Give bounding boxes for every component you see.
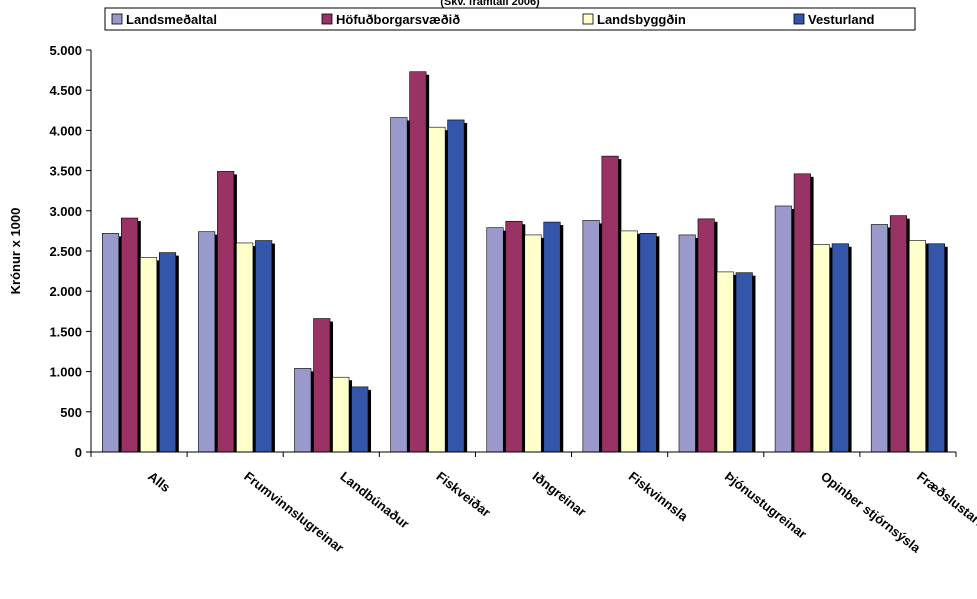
bar: [140, 257, 158, 453]
y-tick-label: 2.000: [49, 284, 82, 299]
legend: Landsmeðaltal Höfuðborgarsvæðið Landsbyggð…: [104, 7, 916, 31]
bar: [486, 227, 504, 453]
y-tick-label: 0: [75, 445, 82, 460]
bar: [927, 243, 945, 453]
bar: [217, 171, 235, 453]
x-category-label: Opinber stjórnsýsla: [818, 469, 924, 556]
bar: [812, 244, 830, 453]
x-category-label: Fræðslustarfsemi: [914, 469, 977, 548]
y-tick-label: 3.500: [49, 164, 82, 179]
x-category-label: Fiskveiðar: [434, 469, 494, 520]
legend-entry: Landsmeðaltal: [126, 12, 217, 27]
bar: [505, 220, 523, 453]
x-category-label: Fiskvinnsla: [626, 469, 692, 525]
chart-subtitle: (Skv. framtali 2006): [440, 0, 540, 8]
bar: [332, 376, 350, 453]
y-tick-label: 1.500: [49, 324, 82, 339]
bar: [121, 217, 139, 453]
legend-swatch: [793, 13, 805, 25]
x-category-label: Frumvinnslugreinar: [241, 469, 346, 556]
bars: [102, 71, 948, 453]
bar: [428, 126, 446, 453]
bar: [313, 318, 331, 453]
bar: [198, 231, 216, 453]
bar: [793, 173, 811, 453]
bar: [716, 271, 734, 453]
y-tick-label: 500: [60, 405, 82, 420]
bar: [351, 386, 369, 453]
bar: [697, 218, 715, 453]
y-axis-title: Krónur x 1000: [8, 208, 23, 295]
legend-box: [104, 7, 916, 31]
bar: [294, 368, 312, 453]
bar: [582, 220, 600, 453]
legend-swatch: [582, 13, 594, 25]
bar: [236, 242, 254, 453]
y-tick-label: 4.000: [49, 123, 82, 138]
legend-entry: Höfuðborgarsvæðið: [336, 12, 460, 27]
bar: [390, 117, 408, 453]
bar: [447, 119, 465, 453]
bar: [831, 243, 849, 453]
bar: [255, 240, 273, 453]
bar: [620, 230, 638, 453]
x-category-label: Iðngreinar: [530, 469, 589, 520]
bar: [908, 240, 926, 453]
legend-swatch: [111, 13, 123, 25]
y-axis: 0 500 1.000 1.500 2.000 2.500 3.000 3.500 4.000 4…: [49, 43, 92, 460]
bar: [678, 234, 696, 453]
bar: [102, 233, 120, 453]
bar: [159, 252, 177, 453]
x-category-label: Alls: [145, 469, 173, 495]
bar: [409, 71, 427, 453]
bar: [774, 205, 792, 453]
y-tick-label: 3.000: [49, 204, 82, 219]
bar: [889, 215, 907, 453]
legend-swatch: [321, 13, 333, 25]
y-tick-label: 4.500: [49, 83, 82, 98]
bar: [524, 234, 542, 453]
bar: [601, 155, 619, 453]
x-category-label: Landbúnaður: [337, 469, 412, 532]
bar: [543, 221, 561, 453]
y-tick-label: 2.500: [49, 244, 82, 259]
bar: [735, 272, 753, 453]
legend-entry: Vesturland: [808, 12, 875, 27]
x-category-label: Þjónustugreinar: [722, 469, 810, 542]
bar: [639, 233, 657, 453]
y-tick-label: 5.000: [49, 43, 82, 58]
legend-entry: Landsbyggðin: [597, 12, 686, 27]
bar: [870, 224, 888, 453]
y-tick-label: 1.000: [49, 365, 82, 380]
